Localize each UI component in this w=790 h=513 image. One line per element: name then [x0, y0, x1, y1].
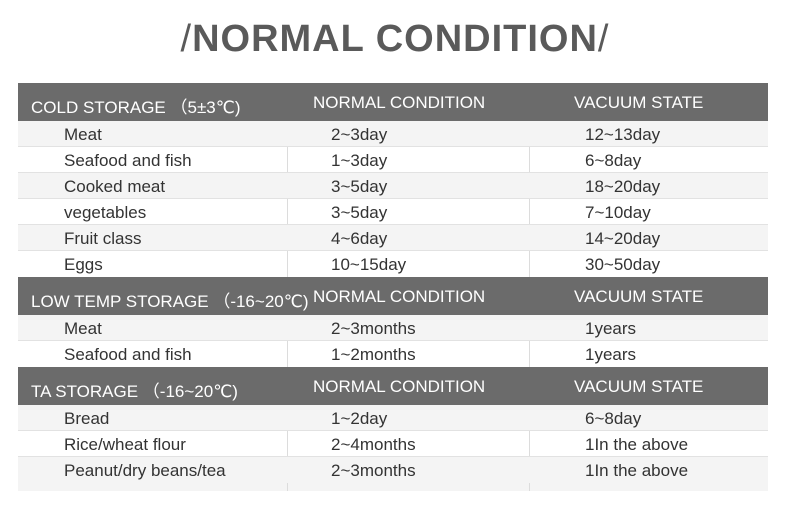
food-item: Seafood and fish [64, 151, 192, 170]
normal-duration: 3~5day [331, 177, 388, 196]
header-category: LOW TEMP STORAGE （-16~20℃) [31, 292, 309, 311]
table-row: Peanut/dry beans/tea 2~3months 1In the abo… [18, 457, 768, 483]
vacuum-duration: 6~8day [585, 151, 642, 170]
section-header-low-temp-storage: LOW TEMP STORAGE （-16~20℃) NORMAL CONDIT… [18, 277, 768, 315]
food-item: Eggs [64, 255, 103, 274]
column-divider [287, 315, 288, 367]
title-slash-right: / [597, 18, 610, 60]
table-row: Cooked meat 3~5day 18~20day [18, 173, 768, 199]
header-vacuum-state: VACUUM STATE [574, 93, 704, 112]
normal-duration: 2~3months [331, 461, 416, 480]
food-item: Fruit class [64, 229, 142, 248]
vacuum-duration: 14~20day [585, 229, 661, 248]
normal-duration: 2~3day [331, 125, 388, 144]
normal-duration: 1~2months [331, 345, 416, 364]
food-item: Rice/wheat flour [64, 435, 186, 454]
vacuum-duration: 1In the above [585, 461, 689, 480]
normal-duration: 1~3day [331, 151, 388, 170]
storage-table: COLD STORAGE （5±3℃) NORMAL CONDITION VAC… [18, 83, 768, 491]
normal-duration: 2~4months [331, 435, 416, 454]
food-item: Peanut/dry beans/tea [64, 461, 226, 480]
header-normal-condition: NORMAL CONDITION [313, 287, 486, 306]
table-row: vegetables 3~5day 7~10day [18, 199, 768, 225]
table-row: Seafood and fish 1~2months 1years [18, 341, 768, 367]
page-title: /NORMAL CONDITION/ [0, 18, 790, 61]
vacuum-duration: 12~13day [585, 125, 661, 144]
section-header-cold-storage: COLD STORAGE （5±3℃) NORMAL CONDITION VAC… [18, 83, 768, 121]
header-vacuum-state: VACUUM STATE [574, 287, 704, 306]
header-vacuum-state: VACUUM STATE [574, 377, 704, 396]
vacuum-duration: 6~8day [585, 409, 642, 428]
table-row: Eggs 10~15day 30~50day [18, 251, 768, 277]
table-row: Seafood and fish 1~3day 6~8day [18, 147, 768, 173]
food-item: Seafood and fish [64, 345, 192, 364]
normal-duration: 4~6day [331, 229, 388, 248]
table-bottom-padding [18, 483, 768, 491]
normal-duration: 1~2day [331, 409, 388, 428]
vacuum-duration: 7~10day [585, 203, 651, 222]
header-category: COLD STORAGE （5±3℃) [31, 98, 241, 117]
table-row: Rice/wheat flour 2~4months 1In the above [18, 431, 768, 457]
title-text: NORMAL CONDITION [192, 18, 598, 60]
section-body-ta-storage: Bread 1~2day 6~8day Rice/wheat flour 2~4mon… [18, 405, 768, 491]
normal-duration: 2~3months [331, 319, 416, 338]
vacuum-duration: 30~50day [585, 255, 661, 274]
food-item: Meat [64, 125, 102, 144]
column-divider [287, 405, 288, 491]
column-divider [529, 315, 530, 367]
header-normal-condition: NORMAL CONDITION [313, 377, 486, 396]
column-divider [287, 121, 288, 277]
header-normal-condition: NORMAL CONDITION [313, 93, 486, 112]
food-item: Bread [64, 409, 110, 428]
section-body-cold-storage: Meat 2~3day 12~13day Seafood and fish 1~3da… [18, 121, 768, 277]
normal-duration: 3~5day [331, 203, 388, 222]
section-header-ta-storage: TA STORAGE （-16~20℃) NORMAL CONDITION VA… [18, 367, 768, 405]
section-body-low-temp-storage: Meat 2~3months 1years Seafood and fish 1~2m… [18, 315, 768, 367]
table-row: Meat 2~3months 1years [18, 315, 768, 341]
vacuum-duration: 1In the above [585, 435, 689, 454]
table-row: Fruit class 4~6day 14~20day [18, 225, 768, 251]
column-divider [529, 405, 530, 491]
vacuum-duration: 1years [585, 345, 637, 364]
title-slash-left: / [180, 18, 193, 60]
table-row: Meat 2~3day 12~13day [18, 121, 768, 147]
food-item: Cooked meat [64, 177, 166, 196]
vacuum-duration: 1years [585, 319, 637, 338]
vacuum-duration: 18~20day [585, 177, 661, 196]
column-divider [529, 121, 530, 277]
table-row: Bread 1~2day 6~8day [18, 405, 768, 431]
food-item: vegetables [64, 203, 147, 222]
normal-duration: 10~15day [331, 255, 407, 274]
header-category: TA STORAGE （-16~20℃) [31, 382, 238, 401]
food-item: Meat [64, 319, 102, 338]
